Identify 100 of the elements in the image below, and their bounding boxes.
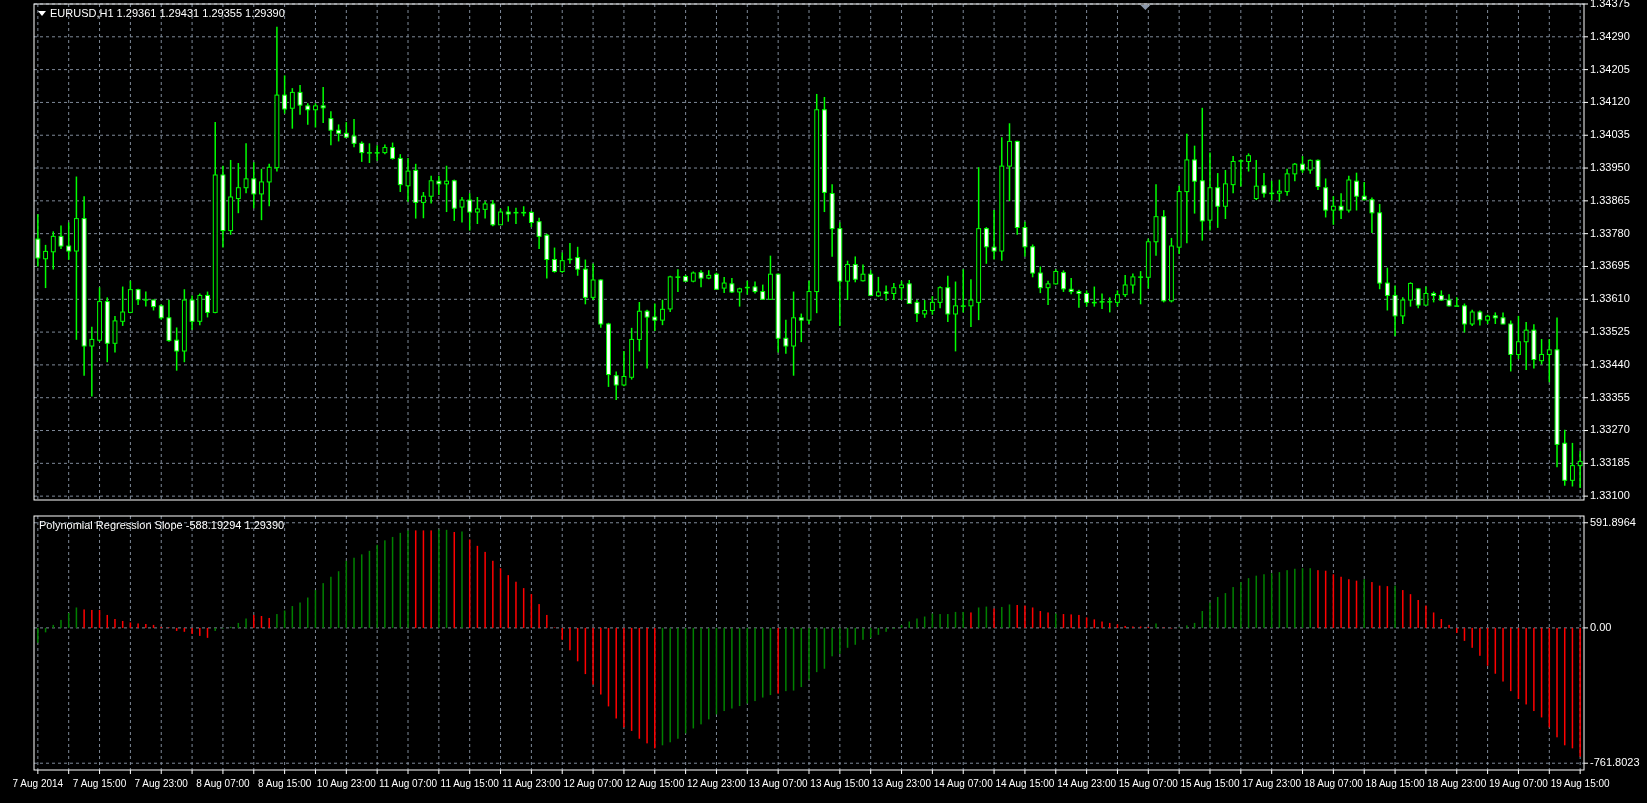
candlestick — [652, 302, 658, 332]
candlestick — [845, 259, 850, 301]
y-tick-label: 1.34290 — [1590, 29, 1630, 42]
candlestick — [1408, 281, 1413, 308]
candlestick — [968, 278, 974, 328]
candlestick — [266, 163, 272, 208]
candlestick — [459, 196, 465, 224]
x-tick-label: 7 Aug 2014 — [12, 778, 64, 789]
y-tick-label: 1.33185 — [1590, 456, 1630, 469]
candlestick — [1454, 296, 1460, 308]
candlestick — [1045, 280, 1051, 306]
candlestick — [1192, 144, 1197, 215]
candlestick — [1269, 180, 1275, 201]
candlestick — [513, 207, 519, 225]
candlestick — [1400, 296, 1406, 325]
x-tick-label: 18 Aug 23:00 — [1427, 778, 1487, 789]
candlestick — [235, 162, 241, 214]
candlestick — [405, 157, 411, 203]
candlestick — [1415, 287, 1421, 309]
chart-title: EURUSD,H1 1.29361 1.29431 1.29355 1.29390 — [50, 7, 285, 19]
y-tick-label: 1.33695 — [1590, 259, 1630, 272]
candlestick — [50, 230, 56, 271]
y-tick-label: 1.33780 — [1590, 226, 1630, 239]
candlestick — [421, 191, 426, 219]
candlestick — [1253, 159, 1259, 201]
y-tick-label: 1.34375 — [1590, 0, 1630, 9]
candlestick — [1384, 266, 1390, 312]
candlestick — [1523, 321, 1529, 371]
candlestick — [282, 74, 288, 115]
candlestick — [660, 298, 665, 326]
candlestick — [1354, 171, 1359, 212]
candlestick — [644, 308, 650, 370]
candlestick — [1215, 172, 1221, 229]
candlestick — [1539, 338, 1545, 366]
candlestick — [143, 290, 149, 308]
x-tick-label: 17 Aug 23:00 — [1242, 778, 1302, 789]
candlestick — [297, 84, 303, 116]
y-tick-label: 0.00 — [1590, 620, 1612, 633]
x-tick-label: 12 Aug 07:00 — [563, 778, 623, 789]
x-tick-label: 11 Aug 15:00 — [440, 778, 500, 789]
candlestick — [1222, 169, 1228, 220]
candlestick — [575, 246, 581, 277]
candlestick — [613, 370, 619, 401]
candlestick — [1076, 288, 1082, 309]
candlestick — [58, 224, 64, 250]
x-tick-label: 11 Aug 23:00 — [502, 778, 561, 789]
candlestick — [474, 196, 480, 225]
y-tick-label: 591.8964 — [1590, 515, 1636, 528]
x-tick-label: 13 Aug 15:00 — [810, 778, 870, 789]
candlestick — [1230, 155, 1236, 194]
candlestick — [1546, 338, 1552, 384]
candlestick — [189, 294, 195, 331]
candlestick — [328, 110, 334, 147]
candlestick — [536, 217, 542, 250]
candlestick — [1276, 178, 1282, 203]
candlestick — [490, 199, 496, 228]
x-tick-label: 12 Aug 15:00 — [625, 778, 685, 789]
candlestick — [313, 102, 318, 129]
candlestick — [1122, 274, 1128, 298]
y-tick-label: 1.33100 — [1590, 489, 1630, 502]
candlestick — [783, 318, 789, 355]
x-tick-label: 18 Aug 07:00 — [1303, 778, 1364, 789]
y-tick-label: 1.33355 — [1590, 390, 1630, 403]
candlestick — [1330, 195, 1336, 226]
candlestick — [1238, 158, 1244, 188]
y-tick-label: 1.33865 — [1590, 193, 1630, 206]
candlestick — [621, 350, 627, 387]
candlestick — [1068, 277, 1074, 296]
candlestick — [983, 226, 989, 265]
y-tick-label: 1.34120 — [1590, 95, 1630, 108]
candlestick — [120, 285, 126, 327]
candlestick — [1246, 152, 1251, 173]
candlestick — [1022, 220, 1028, 258]
candlestick — [552, 246, 557, 274]
candlestick — [359, 140, 365, 163]
candlestick — [875, 276, 881, 298]
x-tick-label: 11 Aug 07:00 — [378, 778, 438, 789]
candlestick — [1369, 196, 1375, 234]
candlestick — [289, 87, 295, 130]
candlestick — [590, 262, 596, 301]
x-tick-label: 14 Aug 23:00 — [1057, 778, 1117, 789]
candlestick — [112, 315, 118, 354]
candlestick — [1130, 272, 1136, 295]
candlestick — [798, 312, 804, 343]
candlestick — [320, 86, 326, 124]
candlestick — [43, 244, 48, 289]
x-tick-label: 19 Aug 07:00 — [1488, 778, 1549, 789]
candlestick — [868, 269, 874, 297]
x-tick-label: 7 Aug 23:00 — [134, 778, 189, 789]
candlestick — [1099, 292, 1105, 310]
x-tick-label: 8 Aug 15:00 — [257, 778, 312, 789]
y-tick-label: 1.33610 — [1590, 292, 1630, 305]
candlestick — [351, 118, 357, 148]
candlestick — [1516, 315, 1521, 360]
x-tick-label: 14 Aug 15:00 — [995, 778, 1055, 789]
candlestick — [960, 268, 966, 314]
candlestick — [991, 209, 997, 261]
x-tick-label: 18 Aug 15:00 — [1365, 778, 1425, 789]
candlestick — [166, 298, 172, 343]
candlestick — [305, 102, 311, 126]
